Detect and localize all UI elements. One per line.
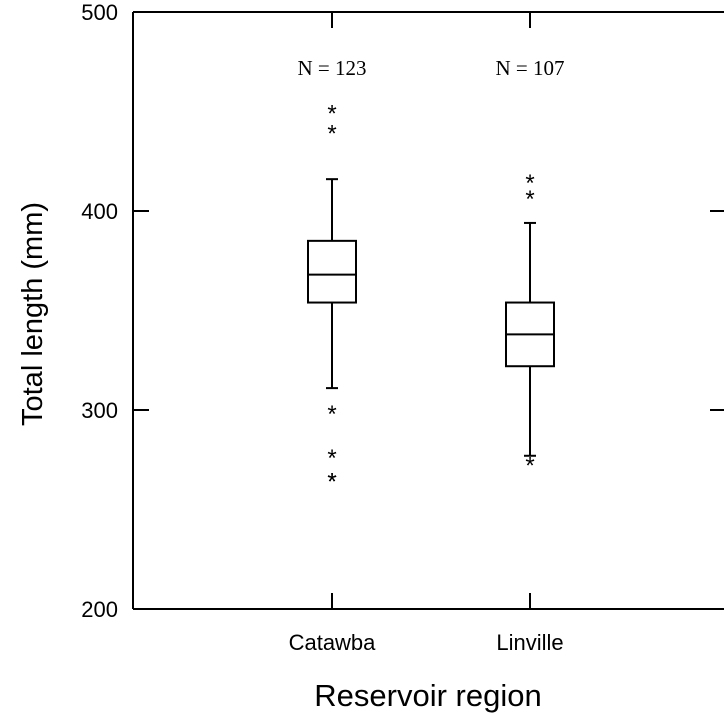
box-series: ******N = 123***N = 107 <box>297 56 564 496</box>
outlier-point: * <box>327 120 336 147</box>
y-tick-label: 500 <box>81 0 118 25</box>
outlier-point: * <box>327 401 336 428</box>
y-axis-label: Total length (mm) <box>17 202 49 426</box>
y-tick-label: 300 <box>81 398 118 423</box>
box-catawba: ******N = 123 <box>297 56 366 496</box>
plot-frame <box>132 11 724 610</box>
y-tick-label: 200 <box>81 597 118 622</box>
y-tick-label: 400 <box>81 199 118 224</box>
outlier-point: * <box>327 101 336 128</box>
n-label: N = 107 <box>495 56 564 80</box>
n-label: N = 123 <box>297 56 366 80</box>
x-axis-label: Reservoir region <box>314 678 541 713</box>
outlier-point: * <box>525 453 534 480</box>
y-axis: 200 300 400 500 <box>81 0 724 622</box>
outlier-point: * <box>525 170 534 197</box>
outlier-point: * <box>327 469 336 496</box>
x-axis: Catawba Linville <box>289 12 564 655</box>
outlier-point: * <box>327 445 336 472</box>
outlier-point: * <box>525 186 534 213</box>
box-linville: ***N = 107 <box>495 56 564 480</box>
x-tick-label: Catawba <box>289 630 377 655</box>
x-tick-label: Linville <box>496 630 563 655</box>
outlier-point: * <box>327 469 336 496</box>
iqr-box <box>307 239 357 304</box>
